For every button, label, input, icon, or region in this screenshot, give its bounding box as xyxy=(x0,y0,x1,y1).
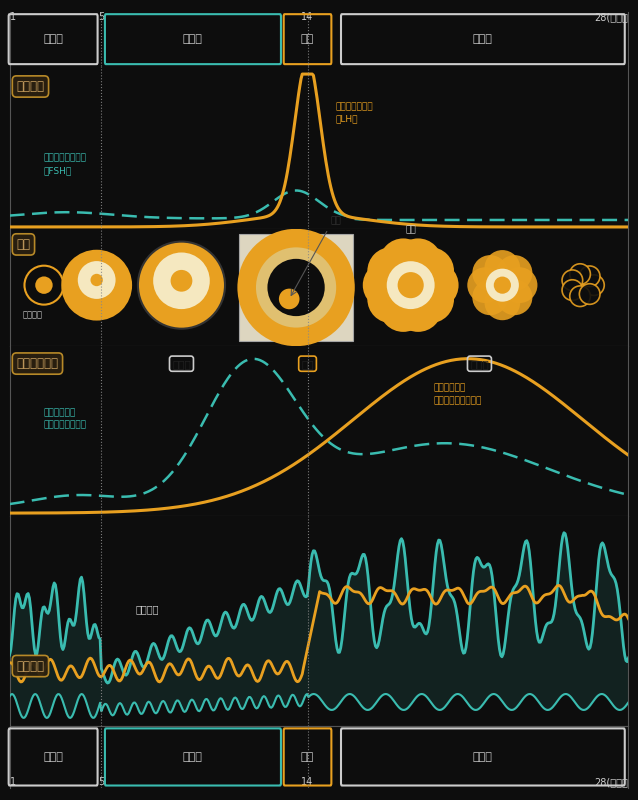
Text: 子宮内膜: 子宮内膜 xyxy=(17,659,45,673)
Text: 28(周期）: 28(周期） xyxy=(595,777,628,786)
Text: 1: 1 xyxy=(10,777,16,786)
Ellipse shape xyxy=(486,269,519,302)
Text: 5: 5 xyxy=(98,777,105,786)
Ellipse shape xyxy=(570,286,590,306)
Text: 黄体化ホルモン
（LH）: 黄体化ホルモン （LH） xyxy=(335,102,373,123)
Ellipse shape xyxy=(394,238,442,286)
Ellipse shape xyxy=(394,284,442,332)
Ellipse shape xyxy=(494,277,511,294)
Text: 脳下垂体: 脳下垂体 xyxy=(17,80,45,93)
Ellipse shape xyxy=(562,280,582,300)
Ellipse shape xyxy=(584,275,604,295)
Text: 14: 14 xyxy=(301,12,314,22)
Text: 分泌期: 分泌期 xyxy=(473,752,493,762)
Text: 基礎体温: 基礎体温 xyxy=(135,604,159,614)
Ellipse shape xyxy=(579,284,600,304)
Text: 排卵: 排卵 xyxy=(301,752,314,762)
Text: 原始細胞: 原始細胞 xyxy=(22,310,43,320)
Ellipse shape xyxy=(367,247,415,295)
Text: 黄体ホルモン
（プロゲステロン）: 黄体ホルモン （プロゲステロン） xyxy=(434,384,482,406)
Ellipse shape xyxy=(562,270,582,290)
Ellipse shape xyxy=(411,261,459,309)
Ellipse shape xyxy=(35,277,53,294)
Text: 黄体期: 黄体期 xyxy=(470,358,489,369)
FancyBboxPatch shape xyxy=(239,234,353,341)
Ellipse shape xyxy=(138,242,225,329)
Ellipse shape xyxy=(484,250,520,286)
Ellipse shape xyxy=(406,247,454,295)
Ellipse shape xyxy=(363,261,411,309)
Ellipse shape xyxy=(380,238,427,286)
Ellipse shape xyxy=(380,284,427,332)
Text: 卵胞期: 卵胞期 xyxy=(172,358,191,369)
Ellipse shape xyxy=(484,285,520,320)
Text: 増殖期: 増殖期 xyxy=(183,34,203,44)
Ellipse shape xyxy=(570,264,590,285)
Ellipse shape xyxy=(406,275,454,323)
Ellipse shape xyxy=(63,250,131,319)
Ellipse shape xyxy=(467,267,503,303)
Ellipse shape xyxy=(496,279,532,315)
Text: 月経期: 月経期 xyxy=(43,34,63,44)
Ellipse shape xyxy=(579,266,600,286)
Text: 5: 5 xyxy=(98,12,105,22)
Ellipse shape xyxy=(91,274,103,286)
Ellipse shape xyxy=(239,230,353,345)
Ellipse shape xyxy=(78,261,115,299)
Ellipse shape xyxy=(170,270,193,292)
Ellipse shape xyxy=(387,261,434,309)
Ellipse shape xyxy=(472,279,508,315)
Text: 排卵: 排卵 xyxy=(301,358,314,369)
Ellipse shape xyxy=(397,272,424,298)
Text: 増殖期: 増殖期 xyxy=(183,752,203,762)
Text: 卵胞刺激ホルモン
（FSH）: 卵胞刺激ホルモン （FSH） xyxy=(44,154,87,175)
Text: 卵胞ホルモン
（エストロゲン）: 卵胞ホルモン （エストロゲン） xyxy=(44,408,87,430)
Ellipse shape xyxy=(367,275,415,323)
Ellipse shape xyxy=(472,255,508,291)
Ellipse shape xyxy=(256,247,336,327)
Text: 卵子: 卵子 xyxy=(330,217,341,226)
Ellipse shape xyxy=(267,259,325,316)
Text: 分泌期: 分泌期 xyxy=(473,34,493,44)
Text: 14: 14 xyxy=(301,777,314,786)
Text: 黄体: 黄体 xyxy=(405,226,416,234)
Text: 排卵: 排卵 xyxy=(301,34,314,44)
Text: 月経期: 月経期 xyxy=(43,752,63,762)
Ellipse shape xyxy=(279,289,299,310)
Ellipse shape xyxy=(153,253,210,309)
Ellipse shape xyxy=(496,255,532,291)
Text: 女性ホルモン: 女性ホルモン xyxy=(17,357,59,370)
Text: 卵巣: 卵巣 xyxy=(17,238,31,251)
Text: 28(周期）: 28(周期） xyxy=(595,12,628,22)
Ellipse shape xyxy=(24,266,63,305)
Text: 1: 1 xyxy=(10,12,16,22)
Ellipse shape xyxy=(501,267,537,303)
